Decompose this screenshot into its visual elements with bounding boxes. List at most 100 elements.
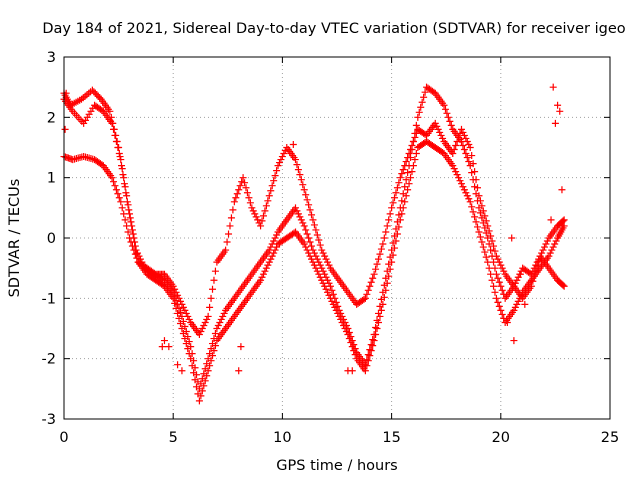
data-point	[392, 189, 400, 197]
data-point	[478, 238, 486, 246]
data-point	[175, 314, 183, 322]
data-point	[328, 286, 336, 294]
data-point	[364, 351, 372, 359]
data-point	[367, 278, 375, 286]
data-point	[315, 270, 323, 278]
x-tick-label: 0	[59, 430, 68, 446]
data-point	[446, 117, 454, 125]
data-point	[554, 101, 562, 109]
data-point	[382, 286, 390, 294]
data-point	[251, 210, 259, 218]
data-point	[468, 203, 476, 211]
x-tick-label: 20	[492, 430, 510, 446]
data-point	[449, 150, 457, 158]
data-point	[409, 162, 417, 170]
data-point	[418, 98, 426, 106]
data-point	[372, 265, 380, 273]
data-point	[325, 261, 333, 269]
data-point	[271, 172, 279, 180]
data-point	[230, 198, 238, 206]
data-point	[536, 252, 544, 260]
data-points	[60, 83, 568, 405]
data-point	[133, 254, 141, 262]
data-point	[309, 216, 317, 224]
data-point	[174, 309, 182, 317]
data-point	[476, 197, 484, 205]
data-point	[110, 178, 118, 186]
data-point	[261, 267, 269, 275]
data-point	[559, 217, 567, 225]
data-point	[302, 243, 310, 251]
data-point	[119, 171, 127, 179]
data-point	[460, 131, 468, 139]
data-point	[318, 246, 326, 254]
data-point	[117, 156, 125, 164]
data-point	[495, 278, 503, 286]
data-point	[213, 325, 221, 332]
data-point	[405, 150, 413, 158]
data-point	[210, 347, 218, 355]
data-point	[560, 216, 568, 224]
data-point	[377, 306, 385, 314]
data-point	[270, 177, 278, 185]
data-point	[383, 279, 391, 287]
data-point	[396, 174, 404, 182]
data-point	[407, 174, 415, 182]
data-point	[182, 309, 190, 317]
data-point	[475, 228, 483, 236]
data-point	[511, 303, 519, 311]
data-point	[273, 167, 281, 175]
data-point	[237, 343, 245, 351]
data-point	[382, 228, 390, 236]
data-point	[200, 382, 208, 390]
data-point	[488, 276, 496, 284]
data-point	[271, 234, 279, 242]
tick-labels: 0 5 10 15 20 25 -3 -2 -1 0 1 2 3	[42, 50, 620, 446]
x-tick-label: 5	[169, 430, 178, 446]
data-point	[246, 199, 254, 207]
data-point	[340, 321, 348, 329]
data-point	[402, 158, 410, 166]
data-point	[434, 125, 442, 133]
data-point	[209, 352, 217, 360]
data-point	[482, 217, 490, 225]
data-point	[484, 258, 492, 266]
data-point	[190, 369, 198, 377]
y-tick-label: 0	[47, 231, 56, 247]
data-point	[258, 273, 266, 281]
data-point	[248, 204, 256, 212]
data-point	[475, 192, 483, 200]
data-point	[513, 300, 521, 308]
data-point	[497, 306, 505, 314]
data-point	[270, 249, 278, 257]
data-point	[112, 186, 120, 194]
data-point	[490, 242, 498, 250]
data-point	[111, 182, 119, 190]
data-point	[482, 253, 490, 261]
data-point	[487, 270, 495, 278]
data-point	[463, 154, 471, 162]
data-point	[178, 367, 186, 375]
data-point	[456, 177, 464, 185]
data-point	[342, 328, 350, 336]
data-point	[165, 343, 173, 351]
data-point	[201, 318, 209, 326]
data-point	[292, 204, 300, 212]
data-point	[179, 303, 187, 311]
data-point	[171, 299, 179, 307]
data-point	[306, 252, 314, 260]
data-point	[556, 107, 564, 115]
data-point	[415, 108, 423, 116]
data-point	[111, 131, 119, 139]
data-point	[401, 162, 409, 170]
data-point	[465, 158, 473, 166]
data-point	[484, 222, 492, 230]
data-point	[118, 162, 126, 170]
data-point	[115, 150, 123, 158]
data-point	[459, 128, 467, 136]
data-point	[280, 150, 288, 158]
data-point	[232, 194, 240, 202]
data-point	[319, 279, 327, 287]
data-point	[312, 264, 320, 272]
data-point	[264, 261, 272, 269]
